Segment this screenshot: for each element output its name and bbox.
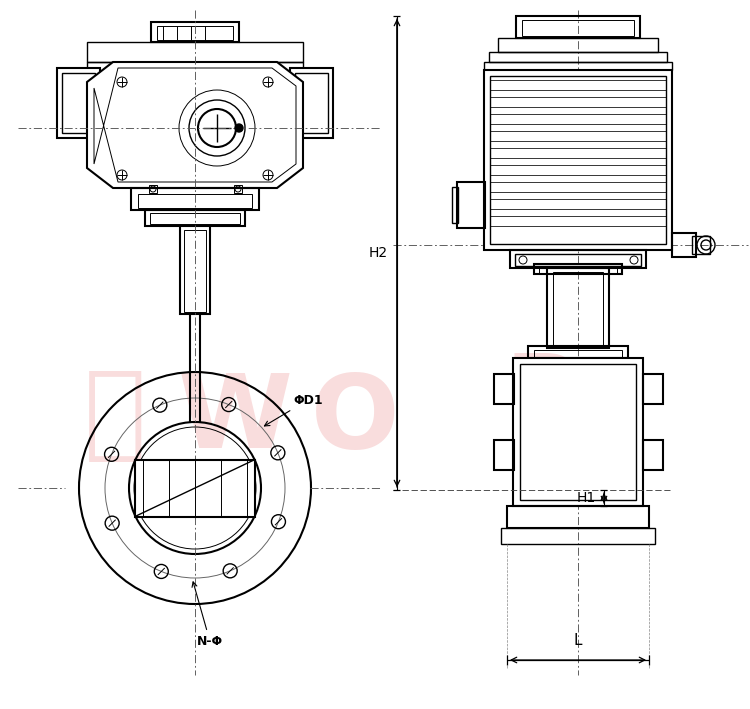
Bar	[510, 250, 646, 268]
Bar	[494, 440, 514, 470]
Bar	[150, 213, 240, 224]
Bar	[553, 272, 603, 346]
Bar	[180, 226, 210, 314]
Bar	[87, 80, 303, 94]
Bar	[87, 62, 303, 80]
Bar	[149, 185, 157, 193]
Bar	[457, 182, 485, 228]
Bar	[484, 70, 672, 250]
Bar	[490, 165, 666, 175]
Text: O: O	[310, 369, 399, 471]
Bar	[516, 16, 640, 38]
Bar	[501, 528, 655, 544]
Bar	[515, 254, 641, 266]
Bar	[547, 268, 609, 348]
Text: L: L	[574, 633, 582, 648]
Bar	[234, 185, 242, 193]
Bar	[489, 52, 667, 62]
Bar	[692, 236, 710, 254]
Bar	[490, 80, 666, 90]
Bar	[145, 210, 245, 226]
Bar	[87, 42, 303, 62]
Bar	[520, 364, 636, 500]
Bar	[490, 148, 666, 158]
Text: N-Φ: N-Φ	[192, 582, 223, 648]
Bar	[507, 506, 649, 528]
Polygon shape	[87, 62, 303, 188]
Bar	[490, 182, 666, 192]
Text: 仙: 仙	[84, 364, 146, 466]
Text: R: R	[505, 350, 585, 450]
Text: H1: H1	[577, 491, 596, 505]
Bar	[295, 73, 328, 133]
Bar	[57, 68, 100, 138]
Bar	[534, 350, 622, 358]
Bar	[151, 22, 239, 42]
Bar	[490, 131, 666, 141]
Bar	[490, 199, 666, 209]
Bar	[184, 230, 206, 312]
Bar	[62, 73, 95, 133]
Bar	[87, 80, 103, 100]
Bar	[534, 264, 622, 274]
Bar	[290, 68, 333, 138]
Bar	[131, 188, 259, 210]
Bar	[490, 216, 666, 226]
Bar	[643, 440, 663, 470]
Text: ΦD1: ΦD1	[265, 393, 322, 426]
Bar	[643, 374, 663, 404]
Polygon shape	[135, 459, 255, 516]
Bar	[522, 20, 634, 36]
Bar	[138, 194, 252, 208]
Bar	[494, 374, 514, 404]
Bar	[498, 38, 658, 52]
Bar	[490, 97, 666, 107]
Bar	[672, 233, 696, 257]
Bar	[490, 76, 666, 244]
Bar	[484, 62, 672, 70]
Circle shape	[235, 124, 243, 132]
Bar	[157, 26, 233, 40]
Bar	[528, 346, 628, 358]
Bar	[513, 358, 643, 506]
Bar	[452, 187, 458, 223]
Bar	[539, 267, 617, 273]
Bar	[490, 114, 666, 124]
Text: H2: H2	[369, 246, 388, 260]
Text: W: W	[178, 369, 292, 471]
